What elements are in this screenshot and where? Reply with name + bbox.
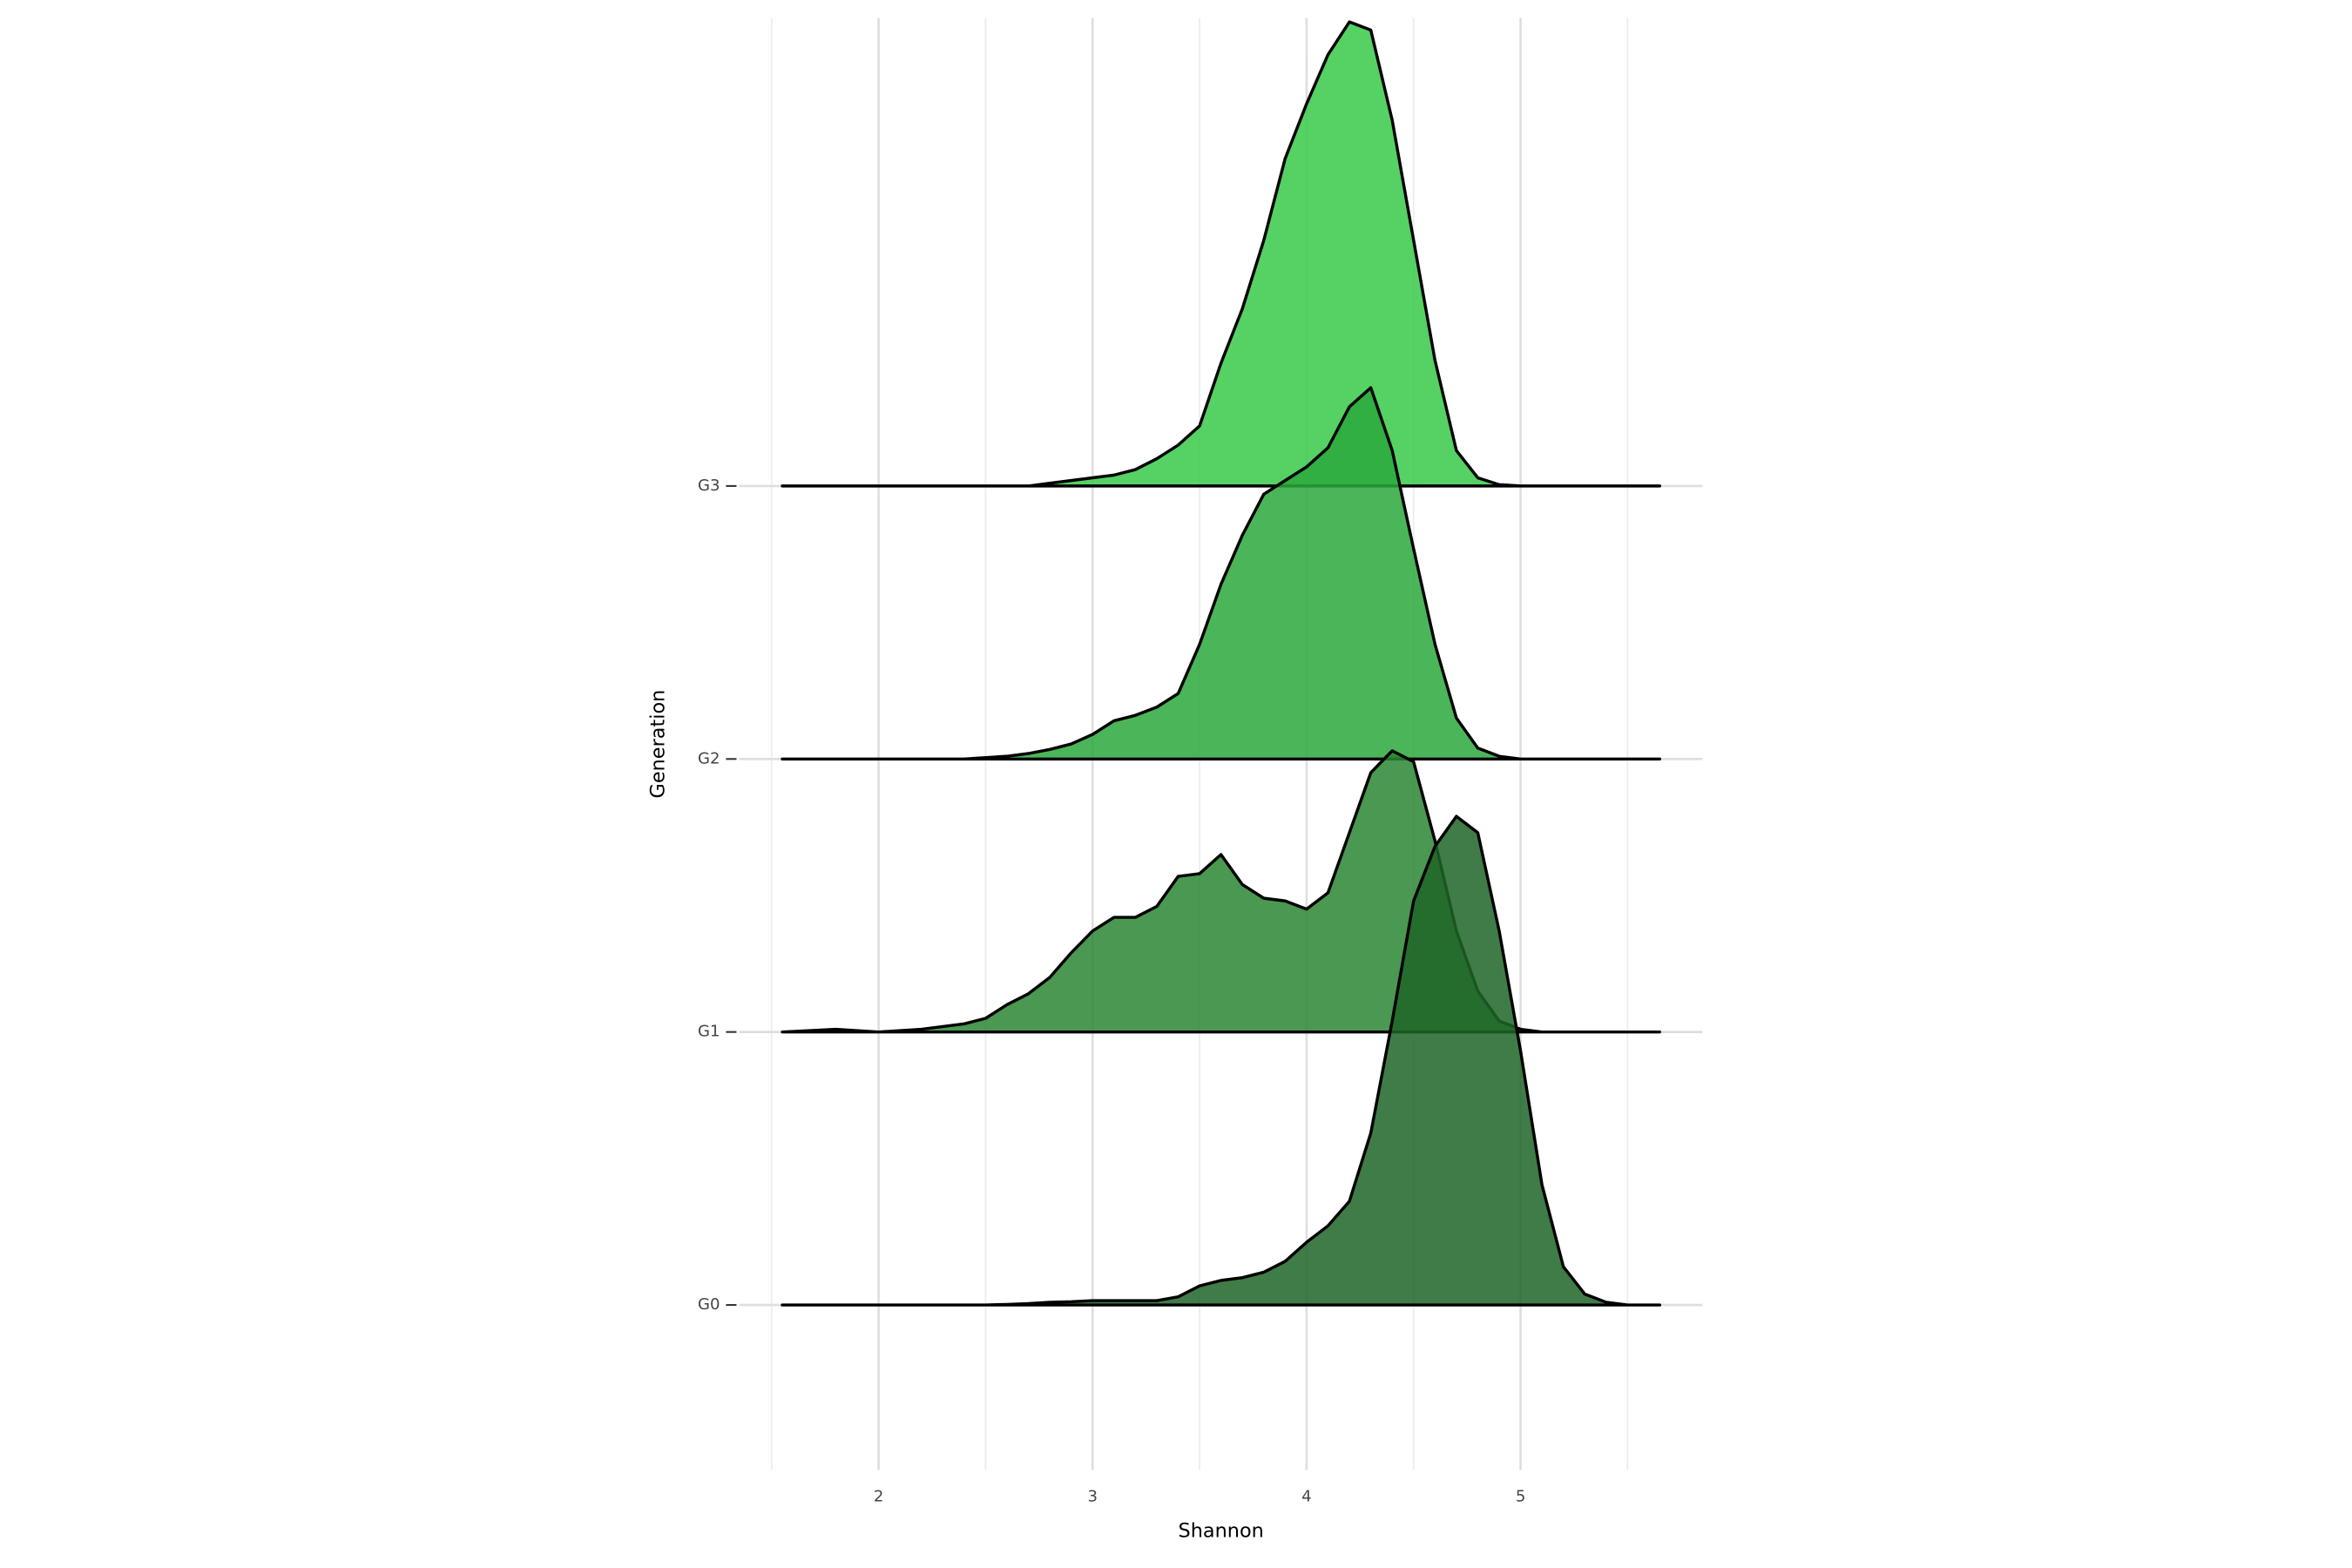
y-tick-label: G0	[698, 1295, 720, 1314]
x-tick-label: 3	[1088, 1487, 1098, 1505]
density-ridge	[781, 20, 1661, 488]
y-tick-label: G3	[698, 476, 720, 495]
density-ridge	[781, 749, 1661, 1034]
density-ridge	[781, 386, 1661, 761]
density-ridge	[781, 814, 1661, 1307]
y-tick-label: G1	[698, 1023, 720, 1041]
y-tick-label: G2	[698, 749, 720, 767]
x-tick-label: 5	[1516, 1487, 1526, 1505]
x-axis-title: Shannon	[1178, 1520, 1263, 1543]
x-tick-label: 4	[1301, 1487, 1312, 1505]
y-axis-title: Generation	[646, 690, 669, 799]
x-tick-label: 2	[874, 1487, 884, 1505]
